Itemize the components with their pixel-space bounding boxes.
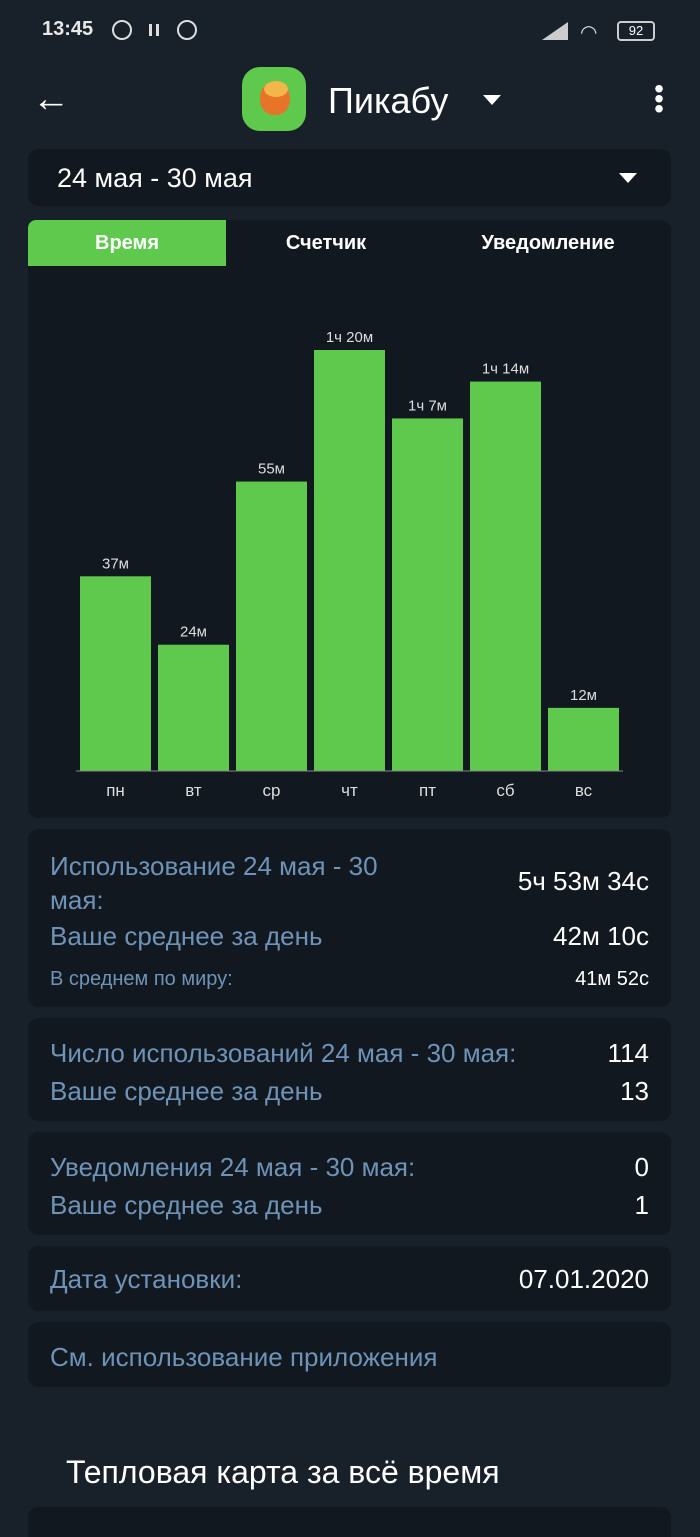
x-tick-label: чт xyxy=(341,781,358,800)
battery-icon: 92 xyxy=(617,21,655,41)
data-label: 37м xyxy=(102,555,129,572)
bar-ср xyxy=(236,481,307,771)
tab-counter[interactable]: Счетчик xyxy=(285,232,367,254)
data-label: 1ч 7м xyxy=(408,397,447,414)
launches-card: Число использований 24 мая - 30 мая: 114… xyxy=(28,1018,671,1121)
usage-bar-chart: 37м пн 24м вт 55м ср 1ч 20м чт 1ч 7м пт 1ч 14м сб 12… xyxy=(76,329,623,800)
tab-time[interactable]: Время xyxy=(28,220,226,266)
date-range-value: 24 мая - 30 мая xyxy=(57,163,253,193)
x-tick-label: ср xyxy=(263,781,281,800)
bar-пт xyxy=(392,418,463,771)
see-app-usage-button[interactable]: См. использование приложения xyxy=(28,1322,671,1387)
x-tick-label: вс xyxy=(575,781,593,800)
data-label: 24м xyxy=(180,624,207,641)
bar-сб xyxy=(470,381,541,771)
launches-value: 114 xyxy=(607,1038,649,1068)
see-app-usage-label: См. использование приложения xyxy=(50,1342,438,1372)
install-date-label: Дата установки: xyxy=(50,1264,243,1294)
date-range-selector[interactable]: 24 мая - 30 мая xyxy=(28,149,671,206)
chevron-down-icon xyxy=(619,173,637,183)
notifications-value: 0 xyxy=(634,1152,649,1182)
heatmap-card xyxy=(28,1507,671,1537)
pause-icon xyxy=(149,24,159,36)
signal-icon xyxy=(542,22,568,40)
heatmap-title: Тепловая карта за всё время xyxy=(66,1454,500,1490)
data-label: 55м xyxy=(258,461,285,478)
install-date-card: Дата установки: 07.01.2020 xyxy=(28,1246,671,1311)
app-name[interactable]: Пикабу xyxy=(328,80,449,121)
bar-пн xyxy=(80,576,151,771)
notifications-card: Уведомления 24 мая - 30 мая: 0 Ваше сред… xyxy=(28,1132,671,1235)
launches-avg-label: Ваше среднее за день xyxy=(50,1076,323,1106)
notifications-avg-label: Ваше среднее за день xyxy=(50,1190,323,1220)
install-date-value: 07.01.2020 xyxy=(518,1264,649,1294)
data-label: 1ч 20м xyxy=(326,329,373,346)
x-tick-label: пн xyxy=(106,781,125,800)
data-label: 1ч 14м xyxy=(482,361,529,378)
chart-card: Время Счетчик Уведомление 37м пн 24м вт 55м с… xyxy=(28,220,671,818)
notifications-avg-value: 1 xyxy=(634,1190,649,1220)
usage-avg-label: Ваше среднее за день xyxy=(50,921,323,951)
data-label: 12м xyxy=(570,687,597,704)
bar-чт xyxy=(314,350,385,771)
bar-вс xyxy=(548,707,619,771)
launches-label: Число использований 24 мая - 30 мая: xyxy=(50,1038,517,1068)
more-options-icon[interactable]: • • • xyxy=(654,73,664,124)
check-circle-icon xyxy=(177,20,197,40)
usage-value: 5ч 53м 34с xyxy=(517,866,649,896)
status-time: 13:45 xyxy=(42,18,94,40)
launches-avg-value: 13 xyxy=(620,1076,649,1106)
usage-avg-value: 42м 10с xyxy=(553,921,649,951)
tab-notifications[interactable]: Уведомление xyxy=(481,232,615,254)
back-button[interactable]: ← xyxy=(32,78,70,120)
usage-label: Использование 24 мая - 30 мая: xyxy=(50,851,378,915)
x-tick-label: вт xyxy=(185,781,202,800)
wifi-icon: ◠ xyxy=(580,22,598,44)
world-avg-value: 41м 52с xyxy=(575,968,649,990)
app-icon xyxy=(242,67,306,131)
usage-card: Использование 24 мая - 30 мая: 5ч 53м 34… xyxy=(28,829,671,1007)
app-dropdown-icon[interactable] xyxy=(483,95,501,105)
bar-вт xyxy=(158,644,229,771)
world-avg-label: В среднем по миру: xyxy=(50,968,233,990)
alarm-icon xyxy=(112,20,132,40)
x-tick-label: сб xyxy=(496,781,515,800)
notifications-label: Уведомления 24 мая - 30 мая: xyxy=(50,1152,416,1182)
x-tick-label: пт xyxy=(419,781,436,800)
